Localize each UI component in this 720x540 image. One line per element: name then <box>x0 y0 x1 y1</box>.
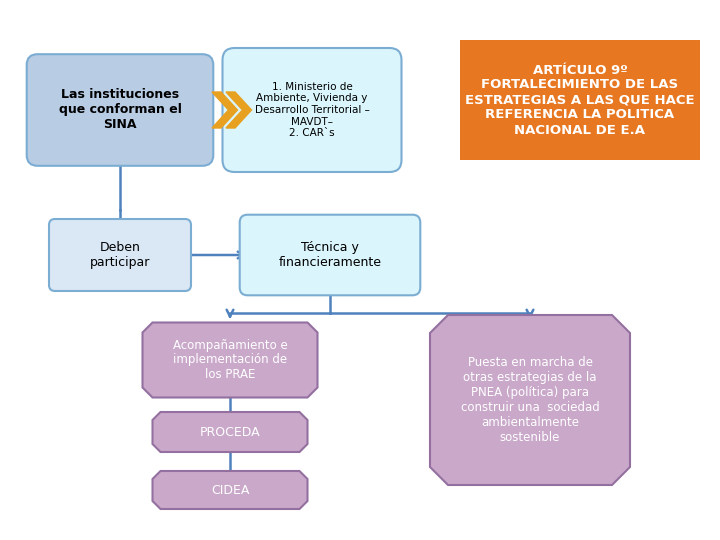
FancyBboxPatch shape <box>460 40 700 160</box>
Text: Las instituciones
que conforman el
SINA: Las instituciones que conforman el SINA <box>58 89 181 132</box>
Polygon shape <box>153 412 307 452</box>
Polygon shape <box>212 92 238 128</box>
Polygon shape <box>153 471 307 509</box>
Text: PROCEDA: PROCEDA <box>199 426 261 438</box>
FancyBboxPatch shape <box>222 48 402 172</box>
FancyBboxPatch shape <box>49 219 191 291</box>
Text: Puesta en marcha de
otras estrategias de la
PNEA (política) para
construir una  : Puesta en marcha de otras estrategias de… <box>461 356 599 444</box>
Polygon shape <box>226 92 251 128</box>
Text: Acompañamiento e
implementación de
los PRAE: Acompañamiento e implementación de los P… <box>173 339 287 381</box>
Text: CIDEA: CIDEA <box>211 483 249 496</box>
FancyBboxPatch shape <box>27 54 213 166</box>
Polygon shape <box>430 315 630 485</box>
Text: Técnica y
financieramente: Técnica y financieramente <box>279 241 382 269</box>
Polygon shape <box>143 322 318 397</box>
Text: ARTÍCULO 9º
FORTALECIMIENTO DE LAS
ESTRATEGIAS A LAS QUE HACE
REFERENCIA LA POLI: ARTÍCULO 9º FORTALECIMIENTO DE LAS ESTRA… <box>465 64 695 137</box>
Text: Deben
participar: Deben participar <box>90 241 150 269</box>
Text: 1. Ministerio de
Ambiente, Vivienda y
Desarrollo Territorial –
MAVDT–
2. CAR`s: 1. Ministerio de Ambiente, Vivienda y De… <box>255 82 369 138</box>
FancyBboxPatch shape <box>240 215 420 295</box>
